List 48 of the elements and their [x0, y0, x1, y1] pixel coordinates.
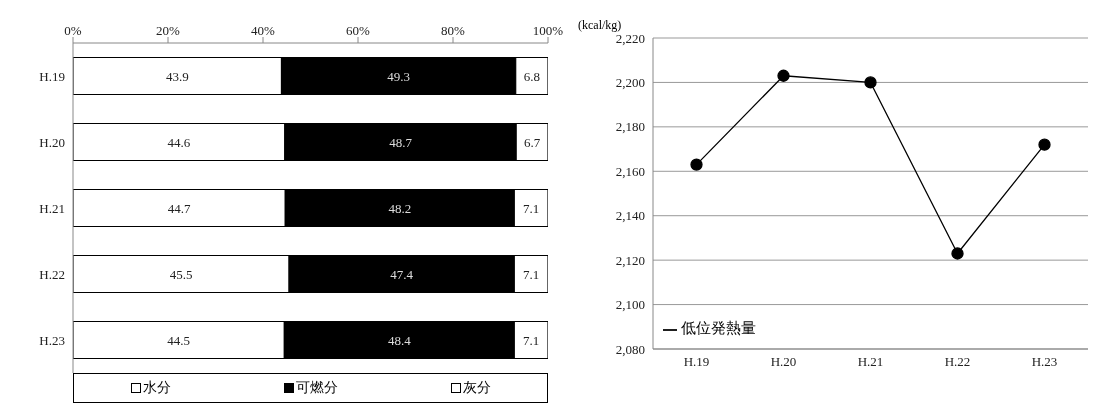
y-tick-label: H.23 — [39, 332, 65, 348]
y-tick-label: H.19 — [39, 68, 65, 84]
data-label: 43.9 — [165, 68, 189, 84]
y-axis-title: (kcal/kg) — [578, 18, 622, 33]
x-tick-label: 60% — [346, 23, 371, 38]
x-tick-label: H.20 — [770, 354, 797, 370]
data-label: 7.1 — [523, 200, 540, 216]
y-tick-label: H.21 — [39, 200, 65, 216]
legend-label: 可燃分 — [294, 379, 338, 397]
y-tick-label: 2,180 — [615, 119, 645, 135]
data-label: 48.7 — [389, 134, 413, 150]
y-tick-label: H.22 — [39, 266, 65, 282]
point — [777, 69, 790, 82]
y-tick-label: H.20 — [39, 134, 65, 150]
x-tick-label: H.22 — [944, 354, 971, 370]
data-label: 44.5 — [167, 332, 191, 348]
data-label: 48.2 — [388, 200, 412, 216]
legend-label: 灰分 — [461, 379, 491, 397]
y-tick-label: 2,080 — [615, 341, 645, 357]
data-label: 6.7 — [523, 134, 541, 150]
point — [1038, 138, 1051, 151]
point — [951, 247, 964, 260]
x-tick-label: H.19 — [683, 354, 710, 370]
y-tick-label: 2,120 — [615, 252, 645, 268]
data-label: 47.4 — [390, 266, 414, 282]
x-tick-label: H.23 — [1031, 354, 1058, 370]
y-tick-label: 2,160 — [615, 163, 645, 179]
x-tick-label: 40% — [251, 23, 276, 38]
y-tick-label: 2,200 — [615, 75, 645, 91]
point — [864, 76, 877, 89]
data-label: 7.1 — [523, 332, 540, 348]
data-label: 6.8 — [523, 68, 540, 84]
y-tick-label: 2,100 — [615, 297, 645, 313]
y-tick-label: 2,140 — [615, 208, 645, 224]
data-label: 48.4 — [387, 332, 412, 348]
data-label: 44.7 — [167, 200, 192, 216]
x-tick-label: H.21 — [857, 354, 884, 370]
x-tick-label: 100% — [532, 23, 564, 38]
data-label: 49.3 — [387, 68, 410, 84]
point — [690, 158, 703, 171]
data-label: 44.6 — [167, 134, 191, 150]
data-label: 7.1 — [523, 266, 540, 282]
x-tick-label: 0% — [64, 23, 82, 38]
data-label: 45.5 — [169, 266, 193, 282]
x-tick-label: 80% — [441, 23, 466, 38]
legend-label: 低位発熱量 — [681, 320, 756, 336]
legend-label: 水分 — [141, 379, 171, 397]
x-tick-label: 20% — [156, 23, 181, 38]
